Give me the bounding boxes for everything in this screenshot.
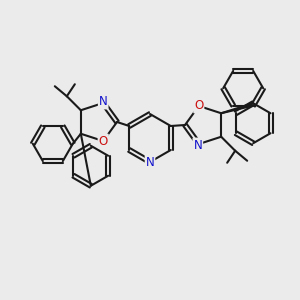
Text: O: O bbox=[99, 134, 108, 148]
Text: N: N bbox=[146, 155, 154, 169]
Text: O: O bbox=[194, 100, 203, 112]
Text: N: N bbox=[194, 139, 202, 152]
Text: N: N bbox=[99, 95, 108, 109]
